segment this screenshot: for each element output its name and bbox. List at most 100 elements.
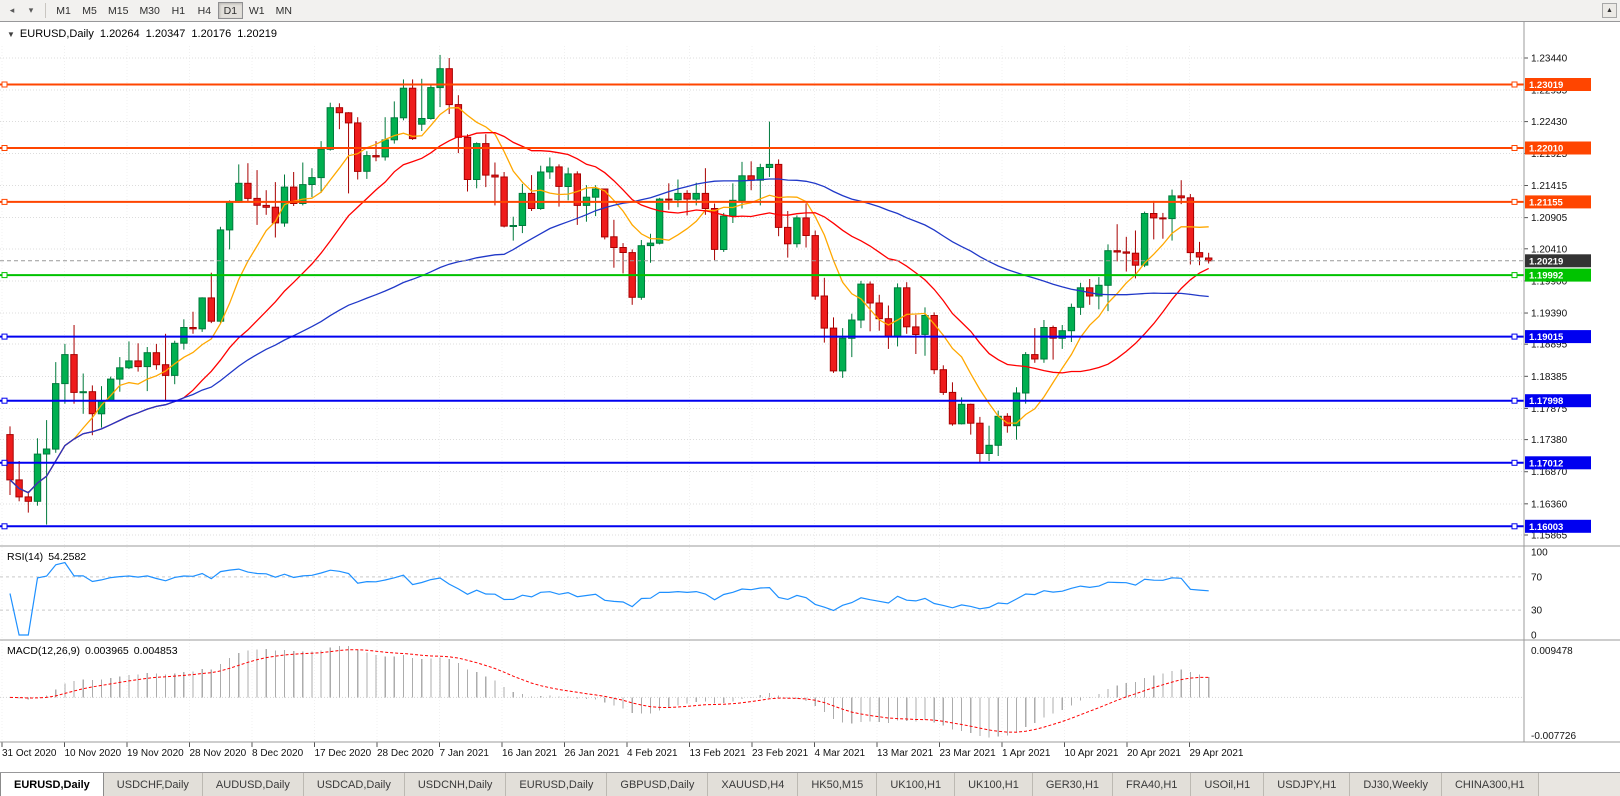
price-badge-1.16003: 1.16003 — [1525, 519, 1591, 533]
svg-text:1 Apr 2021: 1 Apr 2021 — [1002, 748, 1051, 759]
rsi-line — [9, 561, 1209, 636]
chart-tab-eurusd-daily[interactable]: EURUSD,Daily — [0, 773, 104, 796]
svg-text:1.16870: 1.16870 — [1531, 467, 1568, 478]
svg-text:1.21415: 1.21415 — [1531, 181, 1568, 192]
svg-text:16 Jan 2021: 16 Jan 2021 — [502, 748, 557, 759]
price-badge-1.17012: 1.17012 — [1525, 456, 1591, 470]
horizontal-line-1.19015[interactable] — [0, 333, 1524, 340]
horizontal-line-1.17012[interactable] — [0, 459, 1524, 466]
price-badge-1.17998: 1.17998 — [1525, 394, 1591, 408]
indicator-panes — [0, 561, 1524, 738]
candles-layer — [6, 54, 1213, 525]
chart-window[interactable]: 31 Oct 2020 10 Nov 2020 19 Nov 2020 28 Nov … — [0, 22, 1620, 772]
sma-8-line — [9, 107, 1209, 494]
date-axis[interactable]: 31 Oct 2020 10 Nov 2020 19 Nov 2020 28 Nov … — [1, 742, 1244, 759]
top-toolbar: ◂ ▾ M1 M5 M15 M30 H1 H4 D1 W1 MN ▲ — [0, 0, 1620, 22]
svg-text:1.18385: 1.18385 — [1531, 372, 1568, 383]
chart-tab-uk100-h1[interactable]: UK100,H1 — [955, 773, 1033, 796]
sma-20-line — [9, 132, 1209, 494]
svg-text:8 Dec 2020: 8 Dec 2020 — [252, 748, 304, 759]
svg-text:70: 70 — [1531, 572, 1543, 583]
timeframe-m5[interactable]: M5 — [82, 4, 97, 17]
timeframe-mn[interactable]: MN — [275, 4, 292, 17]
horizontal-line-1.17998[interactable] — [0, 397, 1524, 404]
timeframe-d1[interactable]: D1 — [217, 2, 243, 19]
timeframe-w1[interactable]: W1 — [248, 4, 265, 17]
horizontal-line-1.22010[interactable] — [0, 145, 1524, 151]
svg-text:23 Feb 2021: 23 Feb 2021 — [752, 748, 809, 759]
chart-canvas[interactable]: 31 Oct 2020 10 Nov 2020 19 Nov 2020 28 Nov … — [0, 22, 1620, 772]
svg-text:1.22010: 1.22010 — [1529, 144, 1563, 155]
price-pane — [0, 54, 1524, 530]
svg-text:1.23440: 1.23440 — [1531, 54, 1568, 65]
macd-histogram — [18, 646, 1210, 738]
price-badge-1.19992: 1.19992 — [1525, 268, 1591, 282]
symbol-dropdown-icon[interactable]: ▼ — [7, 29, 15, 39]
macd-signal-line — [9, 649, 1209, 733]
chart-tab-hk50-m15[interactable]: HK50,M15 — [798, 773, 878, 796]
chart-tab-fra40-h1[interactable]: FRA40,H1 — [1113, 773, 1192, 796]
svg-text:-0.007726: -0.007726 — [1531, 731, 1576, 742]
svg-text:0.009478: 0.009478 — [1531, 646, 1573, 657]
svg-text:1.16003: 1.16003 — [1529, 522, 1563, 533]
price-badge-1.22010: 1.22010 — [1525, 141, 1591, 155]
timeframe-h1[interactable]: H1 — [171, 4, 186, 17]
svg-text:1.22430: 1.22430 — [1531, 117, 1568, 128]
svg-text:26 Jan 2021: 26 Jan 2021 — [565, 748, 620, 759]
timeframe-h4[interactable]: H4 — [197, 4, 212, 17]
timeframe-m30[interactable]: M30 — [139, 4, 160, 17]
sma-55-line — [9, 178, 1209, 494]
svg-text:1.16360: 1.16360 — [1531, 499, 1568, 510]
svg-text:1.18895: 1.18895 — [1531, 340, 1568, 351]
svg-text:30: 30 — [1531, 606, 1543, 617]
svg-text:1.17380: 1.17380 — [1531, 435, 1568, 446]
svg-text:1.17875: 1.17875 — [1531, 404, 1568, 415]
svg-text:28 Dec 2020: 28 Dec 2020 — [377, 748, 434, 759]
svg-text:31 Oct 2020: 31 Oct 2020 — [2, 748, 57, 759]
horizontal-line-1.23019[interactable] — [0, 81, 1524, 88]
chart-tab-usoil-h1[interactable]: USOil,H1 — [1191, 773, 1265, 796]
price-badge-1.19015: 1.19015 — [1525, 330, 1591, 344]
svg-text:28 Nov 2020: 28 Nov 2020 — [190, 748, 247, 759]
svg-text:1.19390: 1.19390 — [1531, 309, 1568, 320]
svg-text:10 Nov 2020: 10 Nov 2020 — [65, 748, 122, 759]
chart-tab-usdjpy-h1[interactable]: USDJPY,H1 — [1264, 773, 1351, 796]
horizontal-line-1.21155[interactable] — [0, 198, 1524, 205]
svg-text:4 Feb 2021: 4 Feb 2021 — [627, 748, 678, 759]
dropdown-icon[interactable]: ▾ — [28, 5, 34, 15]
chart-shift-icon[interactable]: ◂ — [9, 5, 15, 15]
price-axis[interactable]: 1.234401.229351.224301.219251.214151.209… — [1524, 54, 1591, 743]
horizontal-line-1.16003[interactable] — [0, 523, 1524, 530]
chart-tab-usdcad-daily[interactable]: USDCAD,Daily — [303, 773, 405, 796]
svg-text:4 Mar 2021: 4 Mar 2021 — [815, 748, 866, 759]
chart-tab-usdchf-daily[interactable]: USDCHF,Daily — [103, 773, 203, 796]
chart-tab-audusd-daily[interactable]: AUDUSD,Daily — [202, 773, 304, 796]
svg-text:0: 0 — [1531, 631, 1537, 642]
chart-tab-china300-h1[interactable]: CHINA300,H1 — [1441, 773, 1539, 796]
chart-tab-dj30-weekly[interactable]: DJ30,Weekly — [1350, 773, 1442, 796]
chart-tab-uk100-h1[interactable]: UK100,H1 — [877, 773, 956, 796]
svg-text:10 Apr 2021: 10 Apr 2021 — [1065, 748, 1119, 759]
chart-tab-xauusd-h4[interactable]: XAUUSD,H4 — [708, 773, 799, 796]
svg-text:1.17012: 1.17012 — [1529, 458, 1563, 469]
svg-text:1.23019: 1.23019 — [1529, 80, 1563, 91]
chart-tab-usdcnh-daily[interactable]: USDCNH,Daily — [404, 773, 507, 796]
grid-layer — [0, 46, 1524, 740]
svg-text:1.19900: 1.19900 — [1531, 276, 1568, 287]
svg-text:1.20219: 1.20219 — [1529, 256, 1563, 267]
horizontal-line-1.19992[interactable] — [0, 272, 1524, 279]
timeframe-m1[interactable]: M1 — [56, 4, 71, 17]
scroll-up-icon[interactable]: ▲ — [1602, 3, 1617, 18]
chart-tab-eurusd-daily[interactable]: EURUSD,Daily — [506, 773, 608, 796]
svg-text:1.17998: 1.17998 — [1529, 396, 1563, 407]
svg-text:20 Apr 2021: 20 Apr 2021 — [1127, 748, 1181, 759]
price-badge-1.23019: 1.23019 — [1525, 78, 1591, 91]
svg-text:1.19015: 1.19015 — [1529, 332, 1564, 343]
svg-text:29 Apr 2021: 29 Apr 2021 — [1190, 748, 1244, 759]
timeframe-button-group: M1 M5 M15 M30 H1 H4 D1 W1 MN — [51, 2, 297, 19]
timeframe-m15[interactable]: M15 — [108, 4, 129, 17]
chart-tab-ger30-h1[interactable]: GER30,H1 — [1032, 773, 1114, 796]
svg-text:100: 100 — [1531, 548, 1548, 559]
chart-tab-gbpusd-daily[interactable]: GBPUSD,Daily — [607, 773, 709, 796]
svg-text:1.20410: 1.20410 — [1531, 244, 1568, 255]
